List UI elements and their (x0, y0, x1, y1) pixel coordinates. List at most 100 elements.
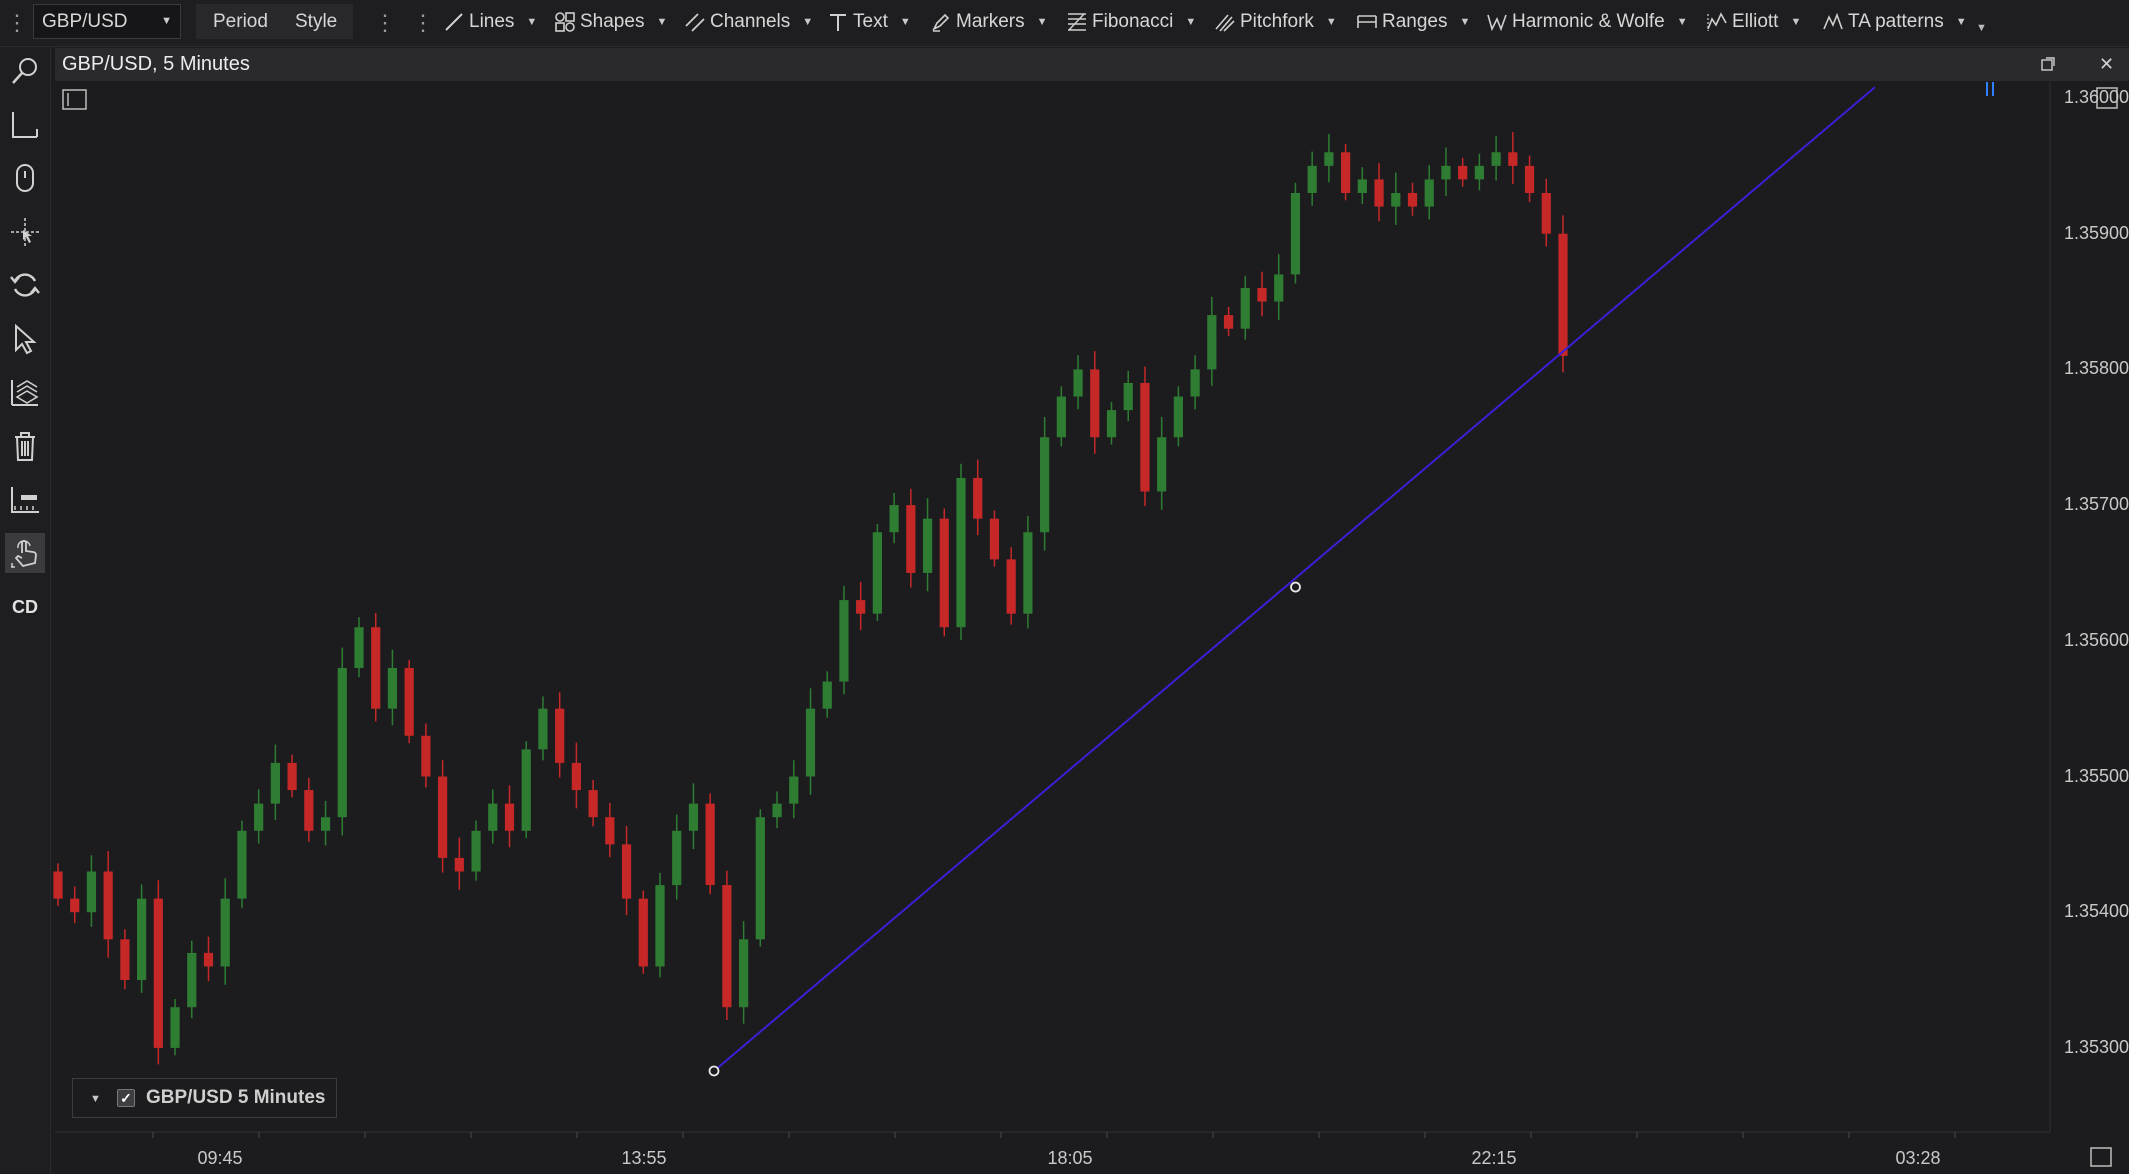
touch-mode-tool[interactable] (5, 533, 45, 573)
left-toolbar: CD (0, 47, 51, 1174)
trendline-handle[interactable] (1290, 581, 1301, 593)
candle-body (270, 762, 280, 804)
elliott-tool-button[interactable]: Elliott ▼ (1706, 4, 1801, 40)
cd-button[interactable]: CD (5, 587, 45, 627)
period-button[interactable]: Period (213, 11, 268, 32)
tool-label: Text (853, 11, 888, 33)
hand-pointer-icon (11, 540, 37, 568)
chevron-down-icon: ▼ (1790, 16, 1802, 28)
candle-body (1173, 396, 1183, 438)
candle-body (705, 803, 715, 886)
fibonacci-icon (1068, 13, 1086, 31)
candle-body (655, 885, 665, 967)
pitchfork-tool-button[interactable]: Pitchfork ▼ (1214, 4, 1337, 40)
candle-body (320, 817, 331, 831)
candle-body (220, 898, 230, 967)
candle-body (1040, 437, 1050, 533)
tool-label: Shapes (580, 11, 645, 33)
search-button[interactable] (5, 51, 45, 91)
drawing-toolbar: ⋮ GBP/USD ▼ Period Style ⋮ ⋮ Lines ▼ Shap… (0, 0, 2129, 47)
candle-body (1056, 396, 1066, 438)
candle-body (1341, 152, 1351, 193)
chevron-down-icon[interactable]: ▼ (90, 1093, 101, 1105)
ta-patterns-tool-button[interactable]: TA patterns ▼ (1822, 4, 1967, 40)
trendline-handle[interactable] (708, 1065, 720, 1077)
candle-body (538, 708, 548, 750)
price-axis-label: 1.35600 (2064, 629, 2129, 650)
candle-body (839, 600, 849, 682)
trendline[interactable] (713, 86, 1876, 1072)
tool-label: Markers (956, 11, 1025, 33)
toolbar-grip-icon[interactable]: ⋮ (412, 10, 434, 35)
candle-body (371, 627, 381, 709)
harmonic-wolfe-tool-button[interactable]: Harmonic & Wolfe ▼ (1486, 4, 1688, 40)
close-icon[interactable]: ✕ (2099, 54, 2115, 74)
chart-header: GBP/USD, 5 Minutes ✕ (55, 48, 2129, 81)
price-axis-label: 1.36000 (2064, 87, 2129, 107)
more-tools-chevron-icon[interactable]: ▼ (1976, 22, 1987, 34)
style-button[interactable]: Style (295, 11, 338, 32)
candles-group (53, 131, 1568, 1065)
candle-body (404, 667, 414, 736)
pitchfork-icon (1215, 14, 1235, 32)
candle-body (471, 830, 481, 872)
search-icon (12, 58, 37, 84)
period-style-group: Period Style (196, 4, 353, 39)
candle-body (1106, 410, 1117, 438)
chevron-down-icon: ▼ (1955, 16, 1967, 28)
lines-tool-button[interactable]: Lines ▼ (443, 4, 537, 40)
detach-window-icon[interactable] (2040, 48, 2056, 83)
legend-label: GBP/USD 5 Minutes (146, 1087, 326, 1108)
price-axis-label: 1.35500 (2064, 765, 2129, 786)
refresh-button[interactable] (5, 265, 45, 305)
chart-title: GBP/USD, 5 Minutes (62, 53, 250, 75)
candle-body (956, 477, 966, 628)
mouse-icon (16, 164, 34, 192)
candle-body (337, 667, 347, 818)
candle-body (170, 1007, 180, 1048)
candle-body (1558, 233, 1568, 356)
candle-body (571, 762, 581, 791)
time-axis-ticks (152, 1132, 1956, 1138)
candle-body (1391, 192, 1401, 207)
candle-body (438, 776, 448, 858)
mouse-mode-tool[interactable] (5, 158, 45, 198)
candle-body (1157, 437, 1167, 492)
candle-body (1090, 369, 1100, 438)
candle-body (989, 518, 1000, 560)
fibonacci-tool-button[interactable]: Fibonacci ▼ (1066, 4, 1196, 40)
series-legend[interactable]: ▼ ✓ GBP/USD 5 Minutes (72, 1078, 337, 1118)
markers-tool-button[interactable]: Markers ▼ (930, 4, 1048, 40)
delete-drawings-button[interactable] (5, 426, 45, 466)
series-visibility-checkbox[interactable]: ✓ (117, 1089, 135, 1107)
crosshair-tool[interactable] (5, 105, 45, 145)
shapes-tool-button[interactable]: Shapes ▼ (554, 4, 667, 40)
candle-body (1123, 382, 1133, 411)
channels-tool-button[interactable]: Channels ▼ (684, 4, 813, 40)
chevron-down-icon: ▼ (1036, 16, 1048, 28)
symbol-select[interactable]: GBP/USD ▼ (33, 4, 181, 39)
price-line-tool[interactable] (5, 480, 45, 520)
time-axis-label: 22:15 (1471, 1148, 1517, 1168)
candle-body (755, 817, 765, 940)
ranges-tool-button[interactable]: Ranges ▼ (1356, 4, 1470, 40)
toolbar-grip-icon[interactable]: ⋮ (374, 10, 396, 35)
toolbar-grip-icon[interactable]: ⋮ (6, 10, 28, 35)
layers-tool[interactable] (5, 373, 45, 413)
chevron-down-icon: ▼ (526, 16, 538, 28)
tool-label: Elliott (1732, 11, 1779, 33)
candle-body (86, 871, 97, 913)
collapse-panel-icon[interactable] (62, 89, 87, 110)
move-tool[interactable] (5, 212, 45, 252)
layers-icon (11, 380, 39, 406)
chevron-down-icon: ▼ (656, 16, 668, 28)
candle-body (103, 871, 113, 940)
trendline-group[interactable] (708, 86, 1876, 1077)
select-cursor-tool[interactable] (5, 319, 45, 359)
candle-body (354, 627, 364, 668)
panel-toggle-icon[interactable] (2090, 1147, 2112, 1167)
channels-icon (685, 13, 705, 32)
ta-patterns-icon (1823, 12, 1843, 30)
text-tool-button[interactable]: Text ▼ (827, 4, 911, 40)
